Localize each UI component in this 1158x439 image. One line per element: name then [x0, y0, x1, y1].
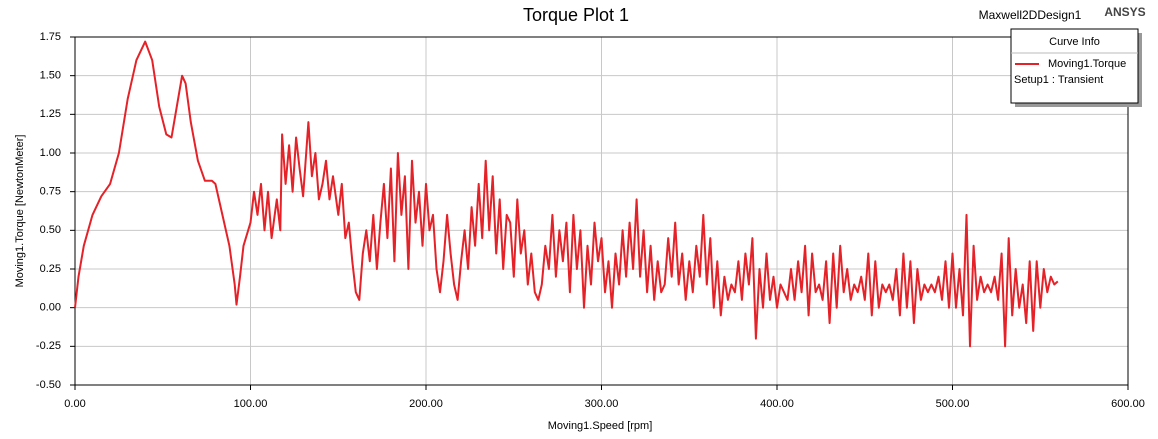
data-line	[74, 40, 1059, 348]
x-tick-label: 0.00	[64, 398, 85, 410]
x-tick-label: 100.00	[234, 398, 268, 410]
y-tick-label: -0.50	[36, 379, 61, 391]
legend-label: Moving1.Torque	[1048, 58, 1126, 70]
x-tick-label: 600.00	[1111, 398, 1145, 410]
y-tick-label: 0.75	[40, 186, 61, 198]
y-tick-label: 0.00	[40, 302, 61, 314]
y-tick-label: 1.00	[40, 147, 61, 159]
y-tick-label: -0.25	[36, 340, 61, 352]
x-tick-label: 500.00	[936, 398, 970, 410]
y-tick-label: 0.50	[40, 224, 61, 236]
x-axis-label: Moving1.Speed [rpm]	[548, 420, 653, 432]
chart-title: Torque Plot 1	[523, 5, 629, 25]
legend-setup: Setup1 : Transient	[1014, 74, 1103, 86]
brand: ANSYS	[1104, 5, 1145, 19]
x-tick-label: 300.00	[585, 398, 619, 410]
y-tick-label: 1.50	[40, 70, 61, 82]
legend-box	[1010, 28, 1139, 104]
y-axis-label: Moving1.Torque [NewtonMeter]	[14, 135, 26, 288]
y-tick-label: 1.75	[40, 31, 61, 43]
y-tick-label: 0.25	[40, 263, 61, 275]
x-tick-label: 200.00	[409, 398, 443, 410]
y-tick-label: 1.25	[40, 108, 61, 120]
plot-frame	[74, 36, 1129, 386]
design-name: Maxwell2DDesign1	[979, 8, 1082, 22]
legend: Curve Info Moving1.Torque Setup1 : Transie…	[1010, 28, 1142, 107]
x-tick-label: 400.00	[760, 398, 794, 410]
legend-title: Curve Info	[1049, 36, 1100, 48]
